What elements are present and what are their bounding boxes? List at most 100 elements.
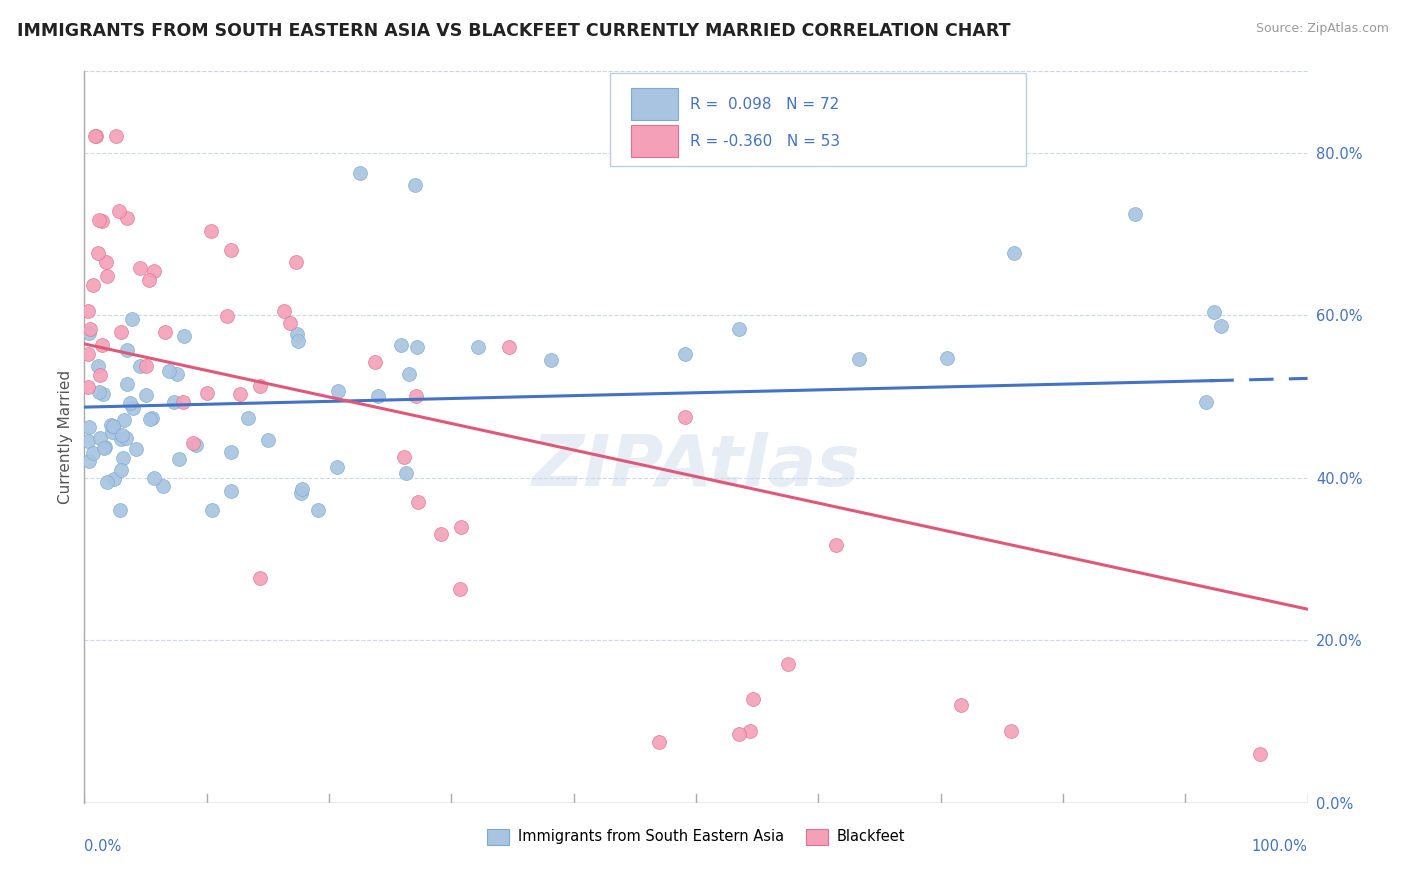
Point bbox=[430, 526, 453, 541]
Text: 100.0%: 100.0% bbox=[1251, 839, 1308, 855]
Point bbox=[91, 214, 114, 228]
Point bbox=[100, 418, 122, 433]
Point bbox=[200, 224, 222, 238]
Point bbox=[778, 657, 800, 671]
Point bbox=[405, 389, 427, 403]
Point bbox=[950, 698, 973, 713]
Point bbox=[741, 691, 763, 706]
Text: R = -0.360   N = 53: R = -0.360 N = 53 bbox=[690, 134, 839, 149]
Point bbox=[115, 343, 138, 358]
Point bbox=[110, 463, 132, 477]
Point bbox=[115, 376, 138, 391]
Point bbox=[84, 129, 107, 144]
Y-axis label: Currently Married: Currently Married bbox=[58, 370, 73, 504]
Point bbox=[115, 211, 138, 225]
Point bbox=[195, 385, 218, 400]
Point bbox=[540, 353, 562, 368]
Legend: Immigrants from South Eastern Asia, Blackfeet: Immigrants from South Eastern Asia, Blac… bbox=[481, 822, 911, 850]
Point bbox=[219, 243, 242, 257]
Text: 0.0%: 0.0% bbox=[84, 839, 121, 855]
Point bbox=[108, 503, 131, 517]
Point bbox=[141, 410, 163, 425]
Point bbox=[101, 418, 124, 433]
Point bbox=[406, 495, 429, 509]
Point bbox=[290, 486, 312, 500]
Point bbox=[221, 445, 243, 459]
Point bbox=[173, 329, 195, 343]
Point bbox=[101, 425, 124, 439]
Point bbox=[108, 204, 131, 219]
Point bbox=[114, 431, 136, 445]
Point bbox=[104, 129, 127, 144]
Point bbox=[936, 351, 959, 365]
Point bbox=[77, 420, 100, 434]
Point bbox=[111, 428, 134, 442]
Point bbox=[228, 387, 250, 401]
Point bbox=[648, 735, 671, 749]
Point bbox=[87, 359, 110, 373]
Point bbox=[728, 322, 751, 336]
Point bbox=[84, 129, 107, 144]
Point bbox=[848, 352, 870, 367]
Point bbox=[89, 213, 111, 227]
Point bbox=[673, 410, 696, 425]
Point bbox=[110, 432, 132, 446]
Point bbox=[96, 255, 118, 269]
Point bbox=[77, 303, 100, 318]
Point bbox=[215, 309, 238, 323]
Text: IMMIGRANTS FROM SOUTH EASTERN ASIA VS BLACKFEET CURRENTLY MARRIED CORRELATION CH: IMMIGRANTS FROM SOUTH EASTERN ASIA VS BL… bbox=[17, 22, 1011, 40]
Text: R =  0.098   N = 72: R = 0.098 N = 72 bbox=[690, 96, 839, 112]
Point bbox=[740, 723, 762, 738]
Point bbox=[201, 503, 224, 517]
Point bbox=[96, 475, 118, 489]
Point bbox=[367, 389, 389, 403]
Point bbox=[404, 178, 426, 193]
Text: ZIPAtlas: ZIPAtlas bbox=[531, 432, 860, 500]
Point bbox=[112, 413, 135, 427]
Point bbox=[172, 395, 194, 409]
Point bbox=[184, 438, 207, 452]
Point bbox=[166, 367, 188, 381]
Point bbox=[121, 312, 143, 326]
Point bbox=[389, 338, 412, 352]
Point bbox=[326, 459, 349, 474]
Point bbox=[285, 255, 308, 269]
Point bbox=[138, 272, 160, 286]
Point bbox=[87, 385, 110, 400]
Point bbox=[398, 367, 420, 381]
Point bbox=[169, 451, 191, 466]
Point bbox=[181, 436, 204, 450]
Point bbox=[93, 441, 115, 455]
Point bbox=[392, 450, 415, 464]
Point bbox=[103, 472, 125, 486]
Point bbox=[129, 359, 152, 373]
Point bbox=[94, 440, 117, 454]
Point bbox=[450, 520, 472, 534]
Point bbox=[77, 347, 100, 361]
Point bbox=[93, 387, 115, 401]
Point bbox=[79, 322, 101, 336]
Point bbox=[673, 347, 696, 361]
Point bbox=[1209, 319, 1232, 334]
Point bbox=[256, 434, 278, 448]
Point bbox=[364, 355, 387, 369]
Point bbox=[467, 340, 489, 354]
Point bbox=[236, 411, 259, 425]
Point bbox=[135, 359, 157, 373]
Point bbox=[77, 380, 100, 394]
Point bbox=[219, 483, 242, 498]
Point bbox=[89, 368, 111, 382]
Point bbox=[287, 334, 309, 348]
Point bbox=[1000, 724, 1022, 739]
Point bbox=[326, 384, 349, 399]
Point bbox=[77, 434, 100, 448]
Point bbox=[89, 431, 111, 445]
Point bbox=[1002, 246, 1025, 260]
Point bbox=[152, 479, 174, 493]
Point bbox=[1249, 747, 1271, 761]
Point bbox=[349, 166, 371, 180]
Text: Source: ZipAtlas.com: Source: ZipAtlas.com bbox=[1256, 22, 1389, 36]
Point bbox=[406, 340, 429, 354]
Point bbox=[1202, 305, 1225, 319]
Point bbox=[91, 338, 114, 352]
